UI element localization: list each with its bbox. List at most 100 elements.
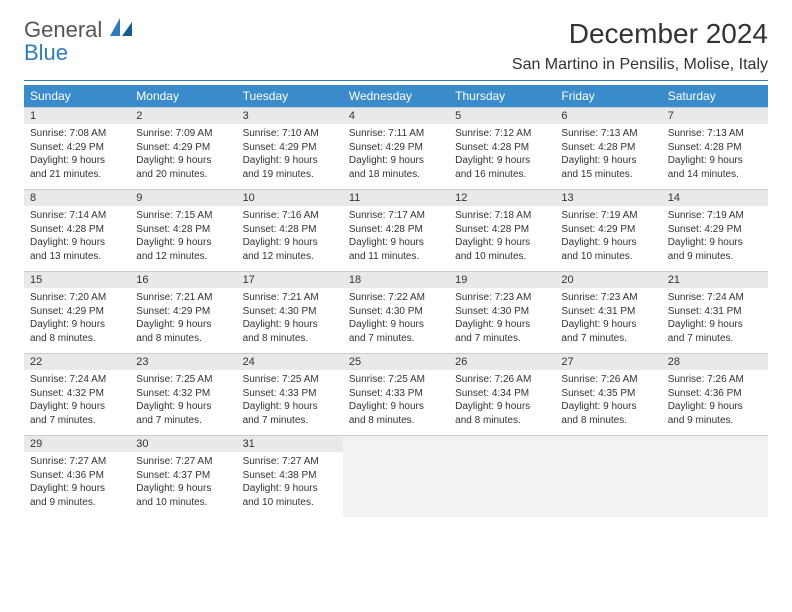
header: General Blue December 2024 San Martino i… <box>24 18 768 74</box>
day-number: 3 <box>237 108 343 124</box>
day-cell: 17 Sunrise: 7:21 AMSunset: 4:30 PMDayligh… <box>237 271 343 353</box>
day-cell: 7 Sunrise: 7:13 AMSunset: 4:28 PMDaylight… <box>662 107 768 189</box>
day-info: Sunrise: 7:13 AMSunset: 4:28 PMDaylight:… <box>668 127 762 181</box>
day-cell: 28 Sunrise: 7:26 AMSunset: 4:36 PMDayligh… <box>662 353 768 435</box>
day-number: 30 <box>130 436 236 452</box>
weekday-header: Saturday <box>662 85 768 107</box>
day-number: 29 <box>24 436 130 452</box>
day-number: 9 <box>130 190 236 206</box>
logo-text: General Blue <box>24 18 136 64</box>
day-info: Sunrise: 7:21 AMSunset: 4:30 PMDaylight:… <box>243 291 337 345</box>
day-cell: 21 Sunrise: 7:24 AMSunset: 4:31 PMDayligh… <box>662 271 768 353</box>
day-number: 26 <box>449 354 555 370</box>
day-info: Sunrise: 7:10 AMSunset: 4:29 PMDaylight:… <box>243 127 337 181</box>
day-cell: 4 Sunrise: 7:11 AMSunset: 4:29 PMDaylight… <box>343 107 449 189</box>
day-cell: 3 Sunrise: 7:10 AMSunset: 4:29 PMDaylight… <box>237 107 343 189</box>
day-info: Sunrise: 7:24 AMSunset: 4:32 PMDaylight:… <box>30 373 124 427</box>
empty-cell <box>449 435 555 517</box>
empty-cell <box>343 435 449 517</box>
day-number: 12 <box>449 190 555 206</box>
weekday-header: Monday <box>130 85 236 107</box>
weekday-header: Wednesday <box>343 85 449 107</box>
day-info: Sunrise: 7:19 AMSunset: 4:29 PMDaylight:… <box>668 209 762 263</box>
day-info: Sunrise: 7:11 AMSunset: 4:29 PMDaylight:… <box>349 127 443 181</box>
calendar-grid: SundayMondayTuesdayWednesdayThursdayFrid… <box>24 85 768 517</box>
day-number: 11 <box>343 190 449 206</box>
day-number: 1 <box>24 108 130 124</box>
day-info: Sunrise: 7:15 AMSunset: 4:28 PMDaylight:… <box>136 209 230 263</box>
day-info: Sunrise: 7:25 AMSunset: 4:33 PMDaylight:… <box>243 373 337 427</box>
day-number: 10 <box>237 190 343 206</box>
day-number: 23 <box>130 354 236 370</box>
day-cell: 29 Sunrise: 7:27 AMSunset: 4:36 PMDayligh… <box>24 435 130 517</box>
day-cell: 20 Sunrise: 7:23 AMSunset: 4:31 PMDayligh… <box>555 271 661 353</box>
weekday-header: Thursday <box>449 85 555 107</box>
day-number: 13 <box>555 190 661 206</box>
day-info: Sunrise: 7:26 AMSunset: 4:36 PMDaylight:… <box>668 373 762 427</box>
day-cell: 27 Sunrise: 7:26 AMSunset: 4:35 PMDayligh… <box>555 353 661 435</box>
day-cell: 19 Sunrise: 7:23 AMSunset: 4:30 PMDayligh… <box>449 271 555 353</box>
day-info: Sunrise: 7:23 AMSunset: 4:31 PMDaylight:… <box>561 291 655 345</box>
day-cell: 11 Sunrise: 7:17 AMSunset: 4:28 PMDayligh… <box>343 189 449 271</box>
day-number: 8 <box>24 190 130 206</box>
day-info: Sunrise: 7:27 AMSunset: 4:37 PMDaylight:… <box>136 455 230 509</box>
day-number: 20 <box>555 272 661 288</box>
logo: General Blue <box>24 18 136 64</box>
page-title: December 2024 <box>512 18 768 50</box>
day-info: Sunrise: 7:20 AMSunset: 4:29 PMDaylight:… <box>30 291 124 345</box>
day-cell: 22 Sunrise: 7:24 AMSunset: 4:32 PMDayligh… <box>24 353 130 435</box>
day-info: Sunrise: 7:08 AMSunset: 4:29 PMDaylight:… <box>30 127 124 181</box>
day-number: 17 <box>237 272 343 288</box>
day-number: 18 <box>343 272 449 288</box>
weekday-header: Tuesday <box>237 85 343 107</box>
day-number: 28 <box>662 354 768 370</box>
day-cell: 23 Sunrise: 7:25 AMSunset: 4:32 PMDayligh… <box>130 353 236 435</box>
day-cell: 1 Sunrise: 7:08 AMSunset: 4:29 PMDaylight… <box>24 107 130 189</box>
day-cell: 15 Sunrise: 7:20 AMSunset: 4:29 PMDayligh… <box>24 271 130 353</box>
day-cell: 14 Sunrise: 7:19 AMSunset: 4:29 PMDayligh… <box>662 189 768 271</box>
day-info: Sunrise: 7:26 AMSunset: 4:35 PMDaylight:… <box>561 373 655 427</box>
day-number: 21 <box>662 272 768 288</box>
weekday-header: Friday <box>555 85 661 107</box>
day-number: 7 <box>662 108 768 124</box>
day-info: Sunrise: 7:27 AMSunset: 4:36 PMDaylight:… <box>30 455 124 509</box>
day-info: Sunrise: 7:24 AMSunset: 4:31 PMDaylight:… <box>668 291 762 345</box>
location: San Martino in Pensilis, Molise, Italy <box>512 56 768 74</box>
day-info: Sunrise: 7:13 AMSunset: 4:28 PMDaylight:… <box>561 127 655 181</box>
day-info: Sunrise: 7:17 AMSunset: 4:28 PMDaylight:… <box>349 209 443 263</box>
day-info: Sunrise: 7:19 AMSunset: 4:29 PMDaylight:… <box>561 209 655 263</box>
day-cell: 2Sunrise: 7:09 AMSunset: 4:29 PMDaylight… <box>130 107 236 189</box>
day-number: 2 <box>130 108 236 124</box>
day-info: Sunrise: 7:25 AMSunset: 4:32 PMDaylight:… <box>136 373 230 427</box>
day-number: 31 <box>237 436 343 452</box>
day-cell: 24 Sunrise: 7:25 AMSunset: 4:33 PMDayligh… <box>237 353 343 435</box>
day-number: 24 <box>237 354 343 370</box>
day-info: Sunrise: 7:16 AMSunset: 4:28 PMDaylight:… <box>243 209 337 263</box>
day-number: 15 <box>24 272 130 288</box>
day-info: Sunrise: 7:27 AMSunset: 4:38 PMDaylight:… <box>243 455 337 509</box>
empty-cell <box>555 435 661 517</box>
day-number: 22 <box>24 354 130 370</box>
empty-cell <box>662 435 768 517</box>
day-info: Sunrise: 7:21 AMSunset: 4:29 PMDaylight:… <box>136 291 230 345</box>
day-number: 19 <box>449 272 555 288</box>
day-cell: 8 Sunrise: 7:14 AMSunset: 4:28 PMDaylight… <box>24 189 130 271</box>
day-cell: 26Sunrise: 7:26 AMSunset: 4:34 PMDayligh… <box>449 353 555 435</box>
day-number: 14 <box>662 190 768 206</box>
day-cell: 9 Sunrise: 7:15 AMSunset: 4:28 PMDaylight… <box>130 189 236 271</box>
day-cell: 5Sunrise: 7:12 AMSunset: 4:28 PMDaylight… <box>449 107 555 189</box>
day-info: Sunrise: 7:14 AMSunset: 4:28 PMDaylight:… <box>30 209 124 263</box>
day-cell: 30 Sunrise: 7:27 AMSunset: 4:37 PMDayligh… <box>130 435 236 517</box>
day-number: 27 <box>555 354 661 370</box>
weekday-header: Sunday <box>24 85 130 107</box>
day-info: Sunrise: 7:25 AMSunset: 4:33 PMDaylight:… <box>349 373 443 427</box>
day-cell: 12 Sunrise: 7:18 AMSunset: 4:28 PMDayligh… <box>449 189 555 271</box>
day-cell: 18 Sunrise: 7:22 AMSunset: 4:30 PMDayligh… <box>343 271 449 353</box>
day-cell: 25Sunrise: 7:25 AMSunset: 4:33 PMDayligh… <box>343 353 449 435</box>
day-info: Sunrise: 7:22 AMSunset: 4:30 PMDaylight:… <box>349 291 443 345</box>
day-info: Sunrise: 7:12 AMSunset: 4:28 PMDaylight:… <box>455 127 549 181</box>
logo-line2: Blue <box>24 40 68 65</box>
day-info: Sunrise: 7:23 AMSunset: 4:30 PMDaylight:… <box>455 291 549 345</box>
day-number: 4 <box>343 108 449 124</box>
day-info: Sunrise: 7:18 AMSunset: 4:28 PMDaylight:… <box>455 209 549 263</box>
